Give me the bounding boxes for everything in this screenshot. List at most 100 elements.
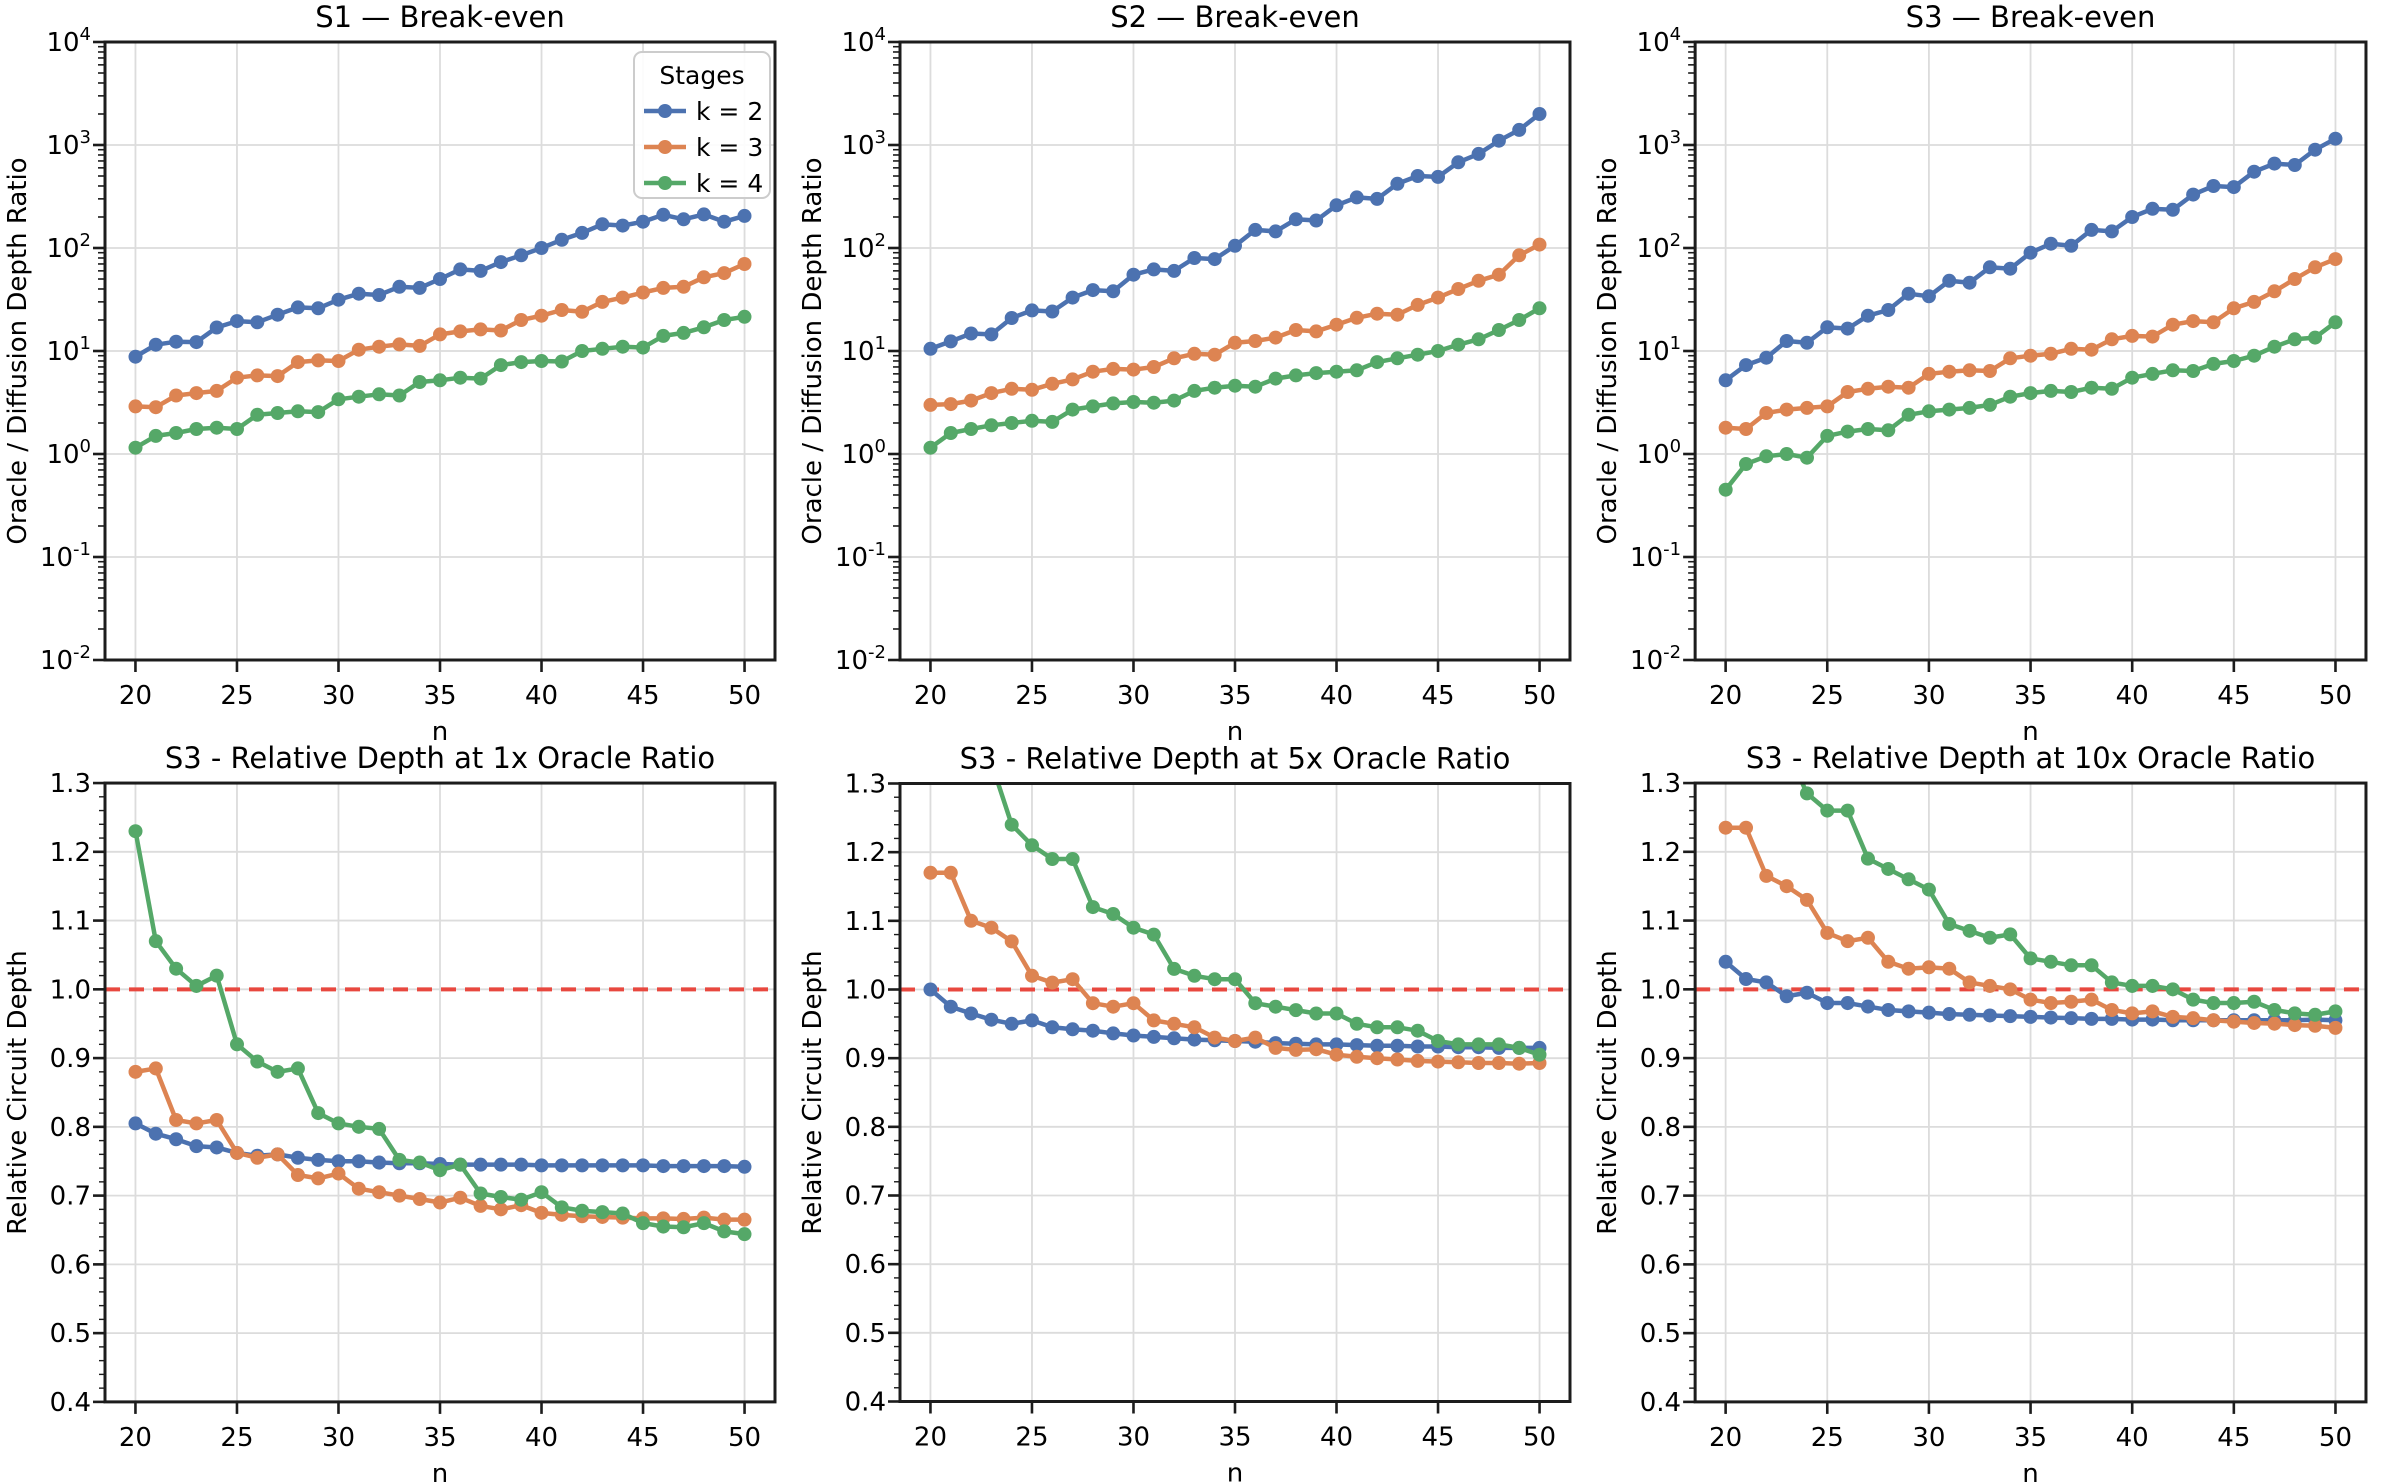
series-k3-marker — [1718, 820, 1733, 835]
series-k3-marker — [923, 397, 938, 412]
series-k2 — [923, 107, 1547, 356]
series-k2-marker — [676, 212, 691, 227]
x-tick-label: 30 — [1912, 681, 1945, 711]
series-k2-marker — [128, 1116, 143, 1131]
series-k3-marker — [2084, 342, 2099, 357]
series-k4-marker — [737, 1227, 752, 1242]
series-k4-marker — [1288, 368, 1303, 383]
chart-title: S1 — Break-even — [315, 0, 565, 34]
series-k2-marker — [2064, 238, 2079, 253]
gridlines — [1695, 782, 2366, 1403]
series-k4-marker — [1004, 817, 1019, 832]
series-k4-marker — [1146, 395, 1161, 410]
x-axis-ticks — [1724, 660, 2337, 672]
series-k3-marker — [1759, 868, 1774, 883]
series-k4-marker — [656, 1219, 671, 1234]
y-axis-ticks — [1683, 40, 1696, 662]
series-k3-marker — [1799, 400, 1814, 415]
x-tick-label: 40 — [1320, 681, 1353, 711]
series-k4-marker — [2287, 1006, 2302, 1021]
series-k2-marker — [1106, 1026, 1121, 1041]
series-k2-marker — [1167, 263, 1182, 278]
series-k2-marker — [1779, 989, 1794, 1004]
series-k4-marker — [473, 371, 488, 386]
series-k3-marker — [2328, 252, 2343, 267]
series-k3-marker — [964, 913, 979, 928]
series-k3-marker — [2043, 996, 2058, 1011]
series-k3-marker — [1738, 422, 1754, 436]
x-tick-label: 40 — [2116, 681, 2149, 711]
series-k3-marker — [1085, 996, 1100, 1011]
series-k4-marker — [1207, 972, 1222, 987]
series-k2-marker — [493, 255, 508, 270]
series-k3-marker — [676, 279, 691, 294]
series-k3-marker — [2125, 1006, 2140, 1021]
series-k3-marker — [1349, 1049, 1364, 1064]
series-k4-marker — [128, 824, 143, 839]
series-k3-marker — [2247, 294, 2262, 309]
series-k2-marker — [209, 1140, 224, 1155]
series-k3-marker — [2064, 341, 2079, 356]
series-k2-marker — [1532, 107, 1547, 121]
x-tick-label: 40 — [525, 1423, 558, 1453]
series-k3-marker — [1268, 330, 1283, 345]
series-k3-marker — [1512, 248, 1527, 263]
legend-marker-dot — [658, 176, 672, 190]
series-k4-marker — [1248, 379, 1263, 394]
series-k2-marker — [1820, 996, 1835, 1011]
x-tick-label: 25 — [1015, 681, 1048, 711]
series-k3-marker — [493, 1202, 508, 1217]
series-k2-marker — [2226, 180, 2241, 195]
series-k4-marker — [554, 1200, 569, 1215]
series-k2-marker — [717, 214, 732, 229]
series-k3-marker — [964, 393, 979, 408]
series-k3-marker — [2206, 315, 2221, 330]
series-k2-marker — [392, 279, 407, 294]
series-k3-marker — [737, 1212, 752, 1227]
series-k2-marker — [615, 218, 630, 233]
series-k2-marker — [2064, 1011, 2079, 1026]
series-k4-marker — [392, 1152, 407, 1167]
series-k3-marker — [1860, 381, 1875, 396]
series-k3-marker — [1921, 366, 1936, 381]
x-axis-label: n — [2022, 1459, 2038, 1483]
series-k4-marker — [1921, 882, 1936, 897]
series-k3-marker — [1085, 364, 1100, 379]
series-k2-marker — [1045, 1020, 1060, 1035]
chart-s3-relative-depth-10x: 20 25 30 35 40 45 50 0.4 0.5 0.6 0.7 0.8 0.9 1.0 1.1 1.… — [1593, 741, 2368, 1483]
series-k4-marker — [595, 1205, 610, 1220]
series-k4-marker — [1288, 1003, 1303, 1018]
series-k4-marker — [1982, 397, 1997, 412]
series-k3-marker — [514, 313, 529, 327]
series-k4-marker — [128, 440, 143, 455]
series-k3-marker — [2125, 328, 2140, 343]
series-k4-marker — [737, 309, 752, 324]
y-tick-label: 0.5 — [1640, 1319, 1681, 1349]
x-tick-label: 45 — [626, 1423, 659, 1453]
series-k3-marker — [534, 308, 549, 323]
y-tick-label: 101 — [841, 333, 886, 367]
series-k2-marker — [1921, 1005, 1936, 1020]
y-tick-label: 1.2 — [845, 838, 886, 868]
chart-s1-break-even: 20 25 30 35 40 45 50 10-2 10-1 100 101 102 103 104 S1 … — [3, 0, 777, 741]
series-k3-marker — [1065, 372, 1080, 387]
series-k2-marker — [1860, 308, 1875, 323]
series-k2-marker — [1962, 1007, 1977, 1022]
series-k3-marker — [2287, 1018, 2302, 1033]
series-k3-marker — [1471, 273, 1486, 288]
x-tick-label: 20 — [1709, 681, 1742, 711]
series-k3-marker — [2003, 351, 2018, 366]
series-k2-marker — [1126, 267, 1141, 282]
y-tick-label: 104 — [1637, 24, 1682, 58]
series-k3-marker — [1207, 347, 1222, 362]
series-k2-marker — [1840, 996, 1855, 1011]
y-tick-label: 0.7 — [50, 1182, 91, 1212]
series-k2-marker — [1065, 1022, 1080, 1037]
series-k4-marker — [575, 1203, 590, 1218]
y-tick-label: 103 — [1637, 127, 1682, 161]
series-k2-marker — [1881, 303, 1896, 317]
y-tick-label: 1.2 — [50, 838, 91, 868]
series-k3-marker — [148, 1061, 163, 1076]
series-k3-marker — [984, 386, 999, 401]
series-k4-marker — [1126, 920, 1141, 935]
